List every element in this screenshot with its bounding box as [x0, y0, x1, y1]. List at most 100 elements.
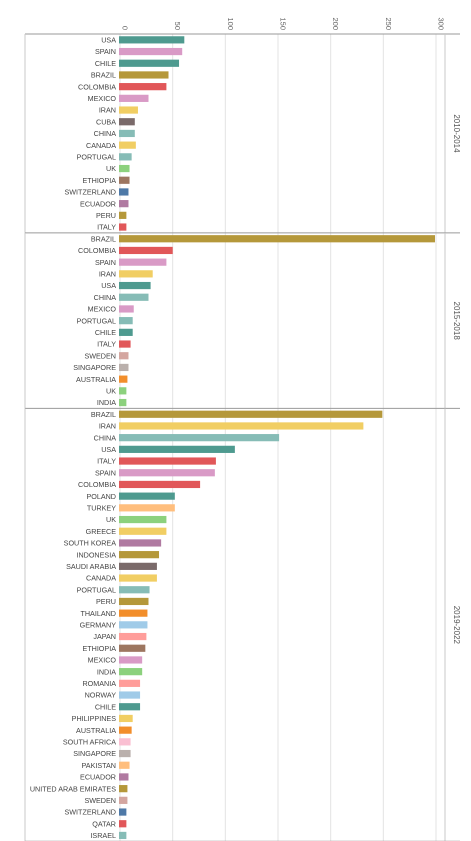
period-label: 2010-2014 — [452, 114, 461, 153]
country-label: MEXICO — [88, 94, 117, 103]
country-label: ETHIOPIA — [82, 176, 116, 185]
bar-japan — [119, 632, 147, 641]
bar-usa — [119, 445, 235, 453]
bar-ethiopia — [119, 644, 146, 652]
country-label: CANADA — [86, 141, 116, 150]
country-label: UK — [106, 386, 116, 395]
bar-singapore — [119, 363, 129, 372]
bar-canada — [119, 574, 157, 582]
country-label: IRAN — [99, 106, 116, 115]
country-label: USA — [101, 35, 116, 44]
country-label: PHILIPPINES — [72, 714, 117, 723]
bar-sweden — [119, 352, 129, 360]
bar-switzerland — [119, 808, 127, 816]
bar-spain — [119, 469, 215, 477]
bar-spain — [119, 47, 183, 56]
country-label: AUSTRALIA — [76, 375, 116, 384]
bar-spain — [119, 258, 167, 266]
bar-brazil — [119, 235, 435, 243]
bar-india — [119, 668, 143, 676]
country-label: COLOMBIA — [78, 480, 116, 489]
country-label: GERMANY — [80, 620, 117, 629]
bar-germany — [119, 621, 148, 629]
country-label: ITALY — [97, 340, 116, 349]
bar-colombia — [119, 480, 201, 489]
bar-romania — [119, 679, 141, 687]
country-label: BRAZIL — [91, 234, 116, 243]
x-tick-label: 200 — [331, 17, 340, 30]
x-axis: 0 50 100 150 200 250 300 — [121, 17, 446, 30]
country-label: UK — [106, 164, 116, 173]
country-label: SPAIN — [95, 468, 116, 477]
panel-2019-2022: BRAZIL IRAN CHINA USA ITALY SPAIN COLOMBIA POLA… — [24, 407, 461, 841]
bar-sweden — [119, 796, 128, 804]
country-label: MEXICO — [88, 656, 117, 665]
country-label: SWEDEN — [84, 796, 116, 805]
bar-peru — [119, 597, 149, 606]
bar-israel — [119, 831, 127, 840]
country-label: IRAN — [99, 422, 116, 431]
bar-mexico — [119, 305, 134, 313]
bar-qatar — [119, 820, 127, 828]
x-tick-label: 250 — [384, 17, 393, 30]
country-label: GREECE — [86, 527, 117, 536]
panels: USA SPAIN CHILE BRAZIL COLOMBIA MEXICO IRAN CUB… — [24, 33, 461, 841]
x-tick-label: 100 — [226, 17, 235, 30]
country-label: SWITZERLAND — [64, 188, 116, 197]
bar-singapore — [119, 749, 131, 758]
period-label: 2019-2022 — [452, 606, 461, 645]
bar-south-korea — [119, 539, 162, 547]
country-label: SOUTH AFRICA — [63, 737, 116, 746]
country-label: PAKISTAN — [82, 761, 116, 770]
country-label: COLOMBIA — [78, 82, 116, 91]
country-label: USA — [101, 445, 116, 454]
bar-portugal — [119, 317, 133, 325]
bar-italy — [119, 340, 131, 348]
country-label: PORTUGAL — [77, 152, 116, 161]
country-label: BRAZIL — [91, 71, 116, 80]
bar-switzerland — [119, 188, 129, 196]
bar-indonesia — [119, 551, 160, 559]
country-label: USA — [101, 281, 116, 290]
country-label: CHILE — [95, 702, 116, 711]
bar-cuba — [119, 118, 135, 126]
bar-chile — [119, 703, 141, 711]
bar-ecuador — [119, 773, 129, 781]
country-label: ITALY — [97, 223, 116, 232]
period-label: 2015-2018 — [452, 302, 461, 341]
bar-portugal — [119, 586, 150, 594]
bar-colombia — [119, 246, 173, 255]
country-label: ROMANIA — [82, 679, 116, 688]
bar-australia — [119, 726, 132, 734]
bar-saudi-arabia — [119, 562, 157, 570]
country-label: CHILE — [95, 328, 116, 337]
country-label: PERU — [96, 597, 116, 606]
country-label: COLOMBIA — [78, 246, 116, 255]
country-label: ECUADOR — [80, 773, 116, 782]
bar-south-africa — [119, 738, 131, 746]
bar-china — [119, 293, 149, 301]
country-label: ECUADOR — [80, 199, 116, 208]
panel-2015-2018: BRAZIL COLOMBIA SPAIN IRAN USA CHINA MEXICO POR… — [24, 232, 461, 409]
country-label: CANADA — [86, 574, 116, 583]
panel-2010-2014: USA SPAIN CHILE BRAZIL COLOMBIA MEXICO IRAN CUB… — [24, 33, 461, 233]
bar-chile — [119, 328, 133, 336]
bar-pakistan — [119, 761, 130, 769]
bar-iran — [119, 422, 364, 430]
country-label: ETHIOPIA — [82, 644, 116, 653]
country-label: SINGAPORE — [73, 749, 116, 758]
bar-brazil — [119, 71, 169, 79]
country-label: PERU — [96, 211, 116, 220]
bar-brazil — [119, 410, 383, 418]
country-label: CHILE — [95, 59, 116, 68]
bar-greece — [119, 527, 167, 535]
bar-mexico — [119, 94, 149, 102]
country-label: BRAZIL — [91, 410, 116, 419]
x-tick-label: 50 — [173, 22, 182, 30]
country-label: MEXICO — [88, 305, 117, 314]
country-label: CUBA — [96, 117, 116, 126]
bar-portugal — [119, 153, 132, 161]
country-label: SWEDEN — [84, 351, 116, 360]
country-label: UK — [106, 515, 116, 524]
country-label: ISRAEL — [90, 831, 116, 840]
